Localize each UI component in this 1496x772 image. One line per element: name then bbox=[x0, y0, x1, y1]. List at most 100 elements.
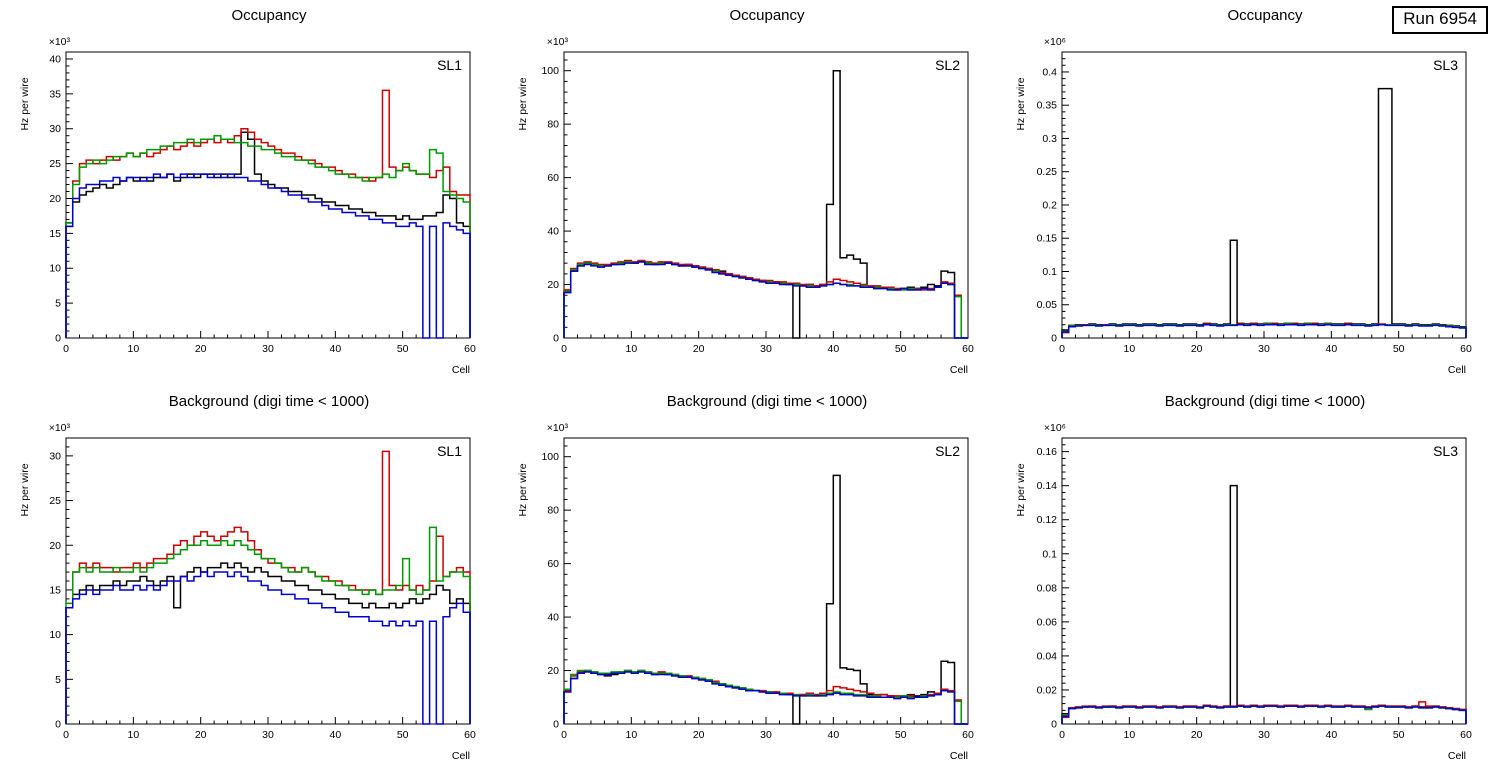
y-tick-label: 10 bbox=[49, 263, 61, 275]
x-tick-label: 60 bbox=[962, 343, 974, 355]
y-tick-label: 20 bbox=[547, 665, 559, 677]
y-tick-label: 0.04 bbox=[1037, 650, 1058, 662]
plot-frame bbox=[563, 51, 969, 339]
series-green bbox=[563, 261, 968, 339]
x-tick-label: 0 bbox=[1059, 729, 1065, 741]
panel-background-sl1: Background (digi time < 1000) 0 10 20 30 40 5… bbox=[0, 386, 498, 772]
x-tick-label: 30 bbox=[760, 343, 772, 355]
y-axis-title: Hz per wire bbox=[1015, 77, 1027, 130]
y-tick-label: 60 bbox=[547, 172, 559, 184]
y-tick-label: 0 bbox=[55, 719, 61, 731]
x-tick-label: 10 bbox=[625, 343, 637, 355]
chart-occupancy-sl1: 0 10 20 30 40 50 60 0 5 10 15 20 25 30 35 40 ×10³ Hz per … bbox=[19, 36, 476, 376]
x-axis-title: Cell bbox=[950, 750, 968, 762]
y-tick-label: 15 bbox=[49, 584, 61, 596]
y-tick-label: 60 bbox=[547, 558, 559, 570]
series-black bbox=[563, 474, 968, 725]
series-blue bbox=[1061, 323, 1467, 338]
x-tick-label: 20 bbox=[195, 343, 207, 355]
chart-title: Background (digi time < 1000) bbox=[666, 393, 868, 410]
x-tick-label: 60 bbox=[962, 729, 974, 741]
panel-label: SL1 bbox=[437, 57, 462, 73]
x-tick-label: 20 bbox=[1191, 343, 1203, 355]
chart-title: Background (digi time < 1000) bbox=[168, 393, 370, 410]
series-blue bbox=[65, 173, 471, 339]
y-tick-label: 10 bbox=[49, 629, 61, 641]
panel-label: SL1 bbox=[437, 443, 462, 459]
y-axis-exponent: ×10³ bbox=[547, 422, 569, 434]
x-tick-label: 0 bbox=[63, 729, 69, 741]
y-tick-label: 100 bbox=[541, 65, 559, 77]
y-axis: 0 5 10 15 20 25 30 35 40 bbox=[49, 51, 73, 345]
y-tick-label: 0.12 bbox=[1037, 514, 1058, 526]
y-tick-label: 0.08 bbox=[1037, 582, 1058, 594]
y-tick-label: 0.14 bbox=[1037, 480, 1058, 492]
y-tick-label: 0 bbox=[553, 719, 559, 731]
y-tick-label: 15 bbox=[49, 228, 61, 240]
series-blue bbox=[65, 571, 471, 725]
series-black bbox=[563, 69, 968, 339]
x-axis: 0 10 20 30 40 50 60 bbox=[63, 331, 476, 355]
x-axis-title: Cell bbox=[1448, 750, 1466, 762]
y-axis-title: Hz per wire bbox=[1015, 463, 1027, 516]
y-axis: 0 0.05 0.1 0.15 0.2 0.25 0.3 0.35 0.4 bbox=[1037, 51, 1069, 345]
x-tick-label: 30 bbox=[1258, 729, 1270, 741]
y-tick-label: 0.3 bbox=[1042, 133, 1057, 145]
y-tick-label: 100 bbox=[541, 451, 559, 463]
series-black bbox=[65, 562, 471, 724]
x-axis: 0 10 20 30 40 50 60 bbox=[561, 717, 974, 741]
plot-frame bbox=[1061, 437, 1467, 725]
panel-label: SL2 bbox=[935, 443, 960, 459]
x-tick-label: 10 bbox=[1123, 343, 1135, 355]
y-tick-label: 0 bbox=[553, 333, 559, 345]
x-tick-label: 0 bbox=[63, 343, 69, 355]
y-tick-label: 80 bbox=[547, 505, 559, 517]
y-tick-label: 25 bbox=[49, 495, 61, 507]
series-blue bbox=[563, 261, 968, 339]
y-axis: 0 20 40 60 80 100 bbox=[541, 445, 571, 731]
x-axis-title: Cell bbox=[950, 364, 968, 376]
series-black bbox=[1061, 484, 1467, 724]
y-tick-label: 5 bbox=[55, 298, 61, 310]
x-tick-label: 50 bbox=[397, 729, 409, 741]
panel-occupancy-sl3: Occupancy 0 10 20 30 40 50 60 0 0.05 0.1 0.15 0.2 0.… bbox=[996, 0, 1494, 386]
y-tick-label: 35 bbox=[49, 88, 61, 100]
x-tick-label: 30 bbox=[262, 729, 274, 741]
y-axis-exponent: ×10³ bbox=[49, 422, 71, 434]
panel-occupancy-sl1: Occupancy 0 10 20 30 40 50 60 0 5 10 15 20 25 30 35 40 ×… bbox=[0, 0, 498, 386]
y-tick-label: 0.05 bbox=[1037, 299, 1058, 311]
y-tick-label: 0 bbox=[55, 333, 61, 345]
chart-background-sl2: 0 10 20 30 40 50 60 0 20 40 60 80 100 ×10³ Hz per wire… bbox=[517, 422, 974, 762]
x-tick-label: 30 bbox=[760, 729, 772, 741]
y-axis-exponent: ×10⁶ bbox=[1044, 422, 1066, 434]
x-tick-label: 0 bbox=[561, 343, 567, 355]
panel-label: SL2 bbox=[935, 57, 960, 73]
x-tick-label: 60 bbox=[464, 729, 476, 741]
y-tick-label: 40 bbox=[49, 53, 61, 65]
y-tick-label: 0.35 bbox=[1037, 100, 1058, 112]
y-axis-title: Hz per wire bbox=[517, 463, 529, 516]
y-tick-label: 40 bbox=[547, 226, 559, 238]
x-axis: 0 10 20 30 40 50 60 bbox=[63, 717, 476, 741]
x-tick-label: 40 bbox=[1325, 343, 1337, 355]
x-tick-label: 60 bbox=[1460, 729, 1472, 741]
x-tick-label: 50 bbox=[397, 343, 409, 355]
y-tick-label: 20 bbox=[49, 540, 61, 552]
y-axis-title: Hz per wire bbox=[19, 77, 31, 130]
x-tick-label: 10 bbox=[625, 729, 637, 741]
x-tick-label: 50 bbox=[1393, 343, 1405, 355]
y-tick-label: 0.2 bbox=[1042, 199, 1057, 211]
x-tick-label: 20 bbox=[693, 729, 705, 741]
y-axis-title: Hz per wire bbox=[19, 463, 31, 516]
x-tick-label: 40 bbox=[827, 729, 839, 741]
x-tick-label: 0 bbox=[561, 729, 567, 741]
y-axis: 0 0.02 0.04 0.06 0.08 0.1 0.12 0.14 0.16 bbox=[1037, 437, 1069, 731]
x-tick-label: 60 bbox=[1460, 343, 1472, 355]
x-axis-title: Cell bbox=[452, 750, 470, 762]
x-tick-label: 10 bbox=[1123, 729, 1135, 741]
y-tick-label: 0.25 bbox=[1037, 166, 1058, 178]
y-axis-exponent: ×10⁶ bbox=[1044, 36, 1066, 48]
series-red bbox=[563, 259, 968, 339]
x-tick-label: 40 bbox=[329, 343, 341, 355]
